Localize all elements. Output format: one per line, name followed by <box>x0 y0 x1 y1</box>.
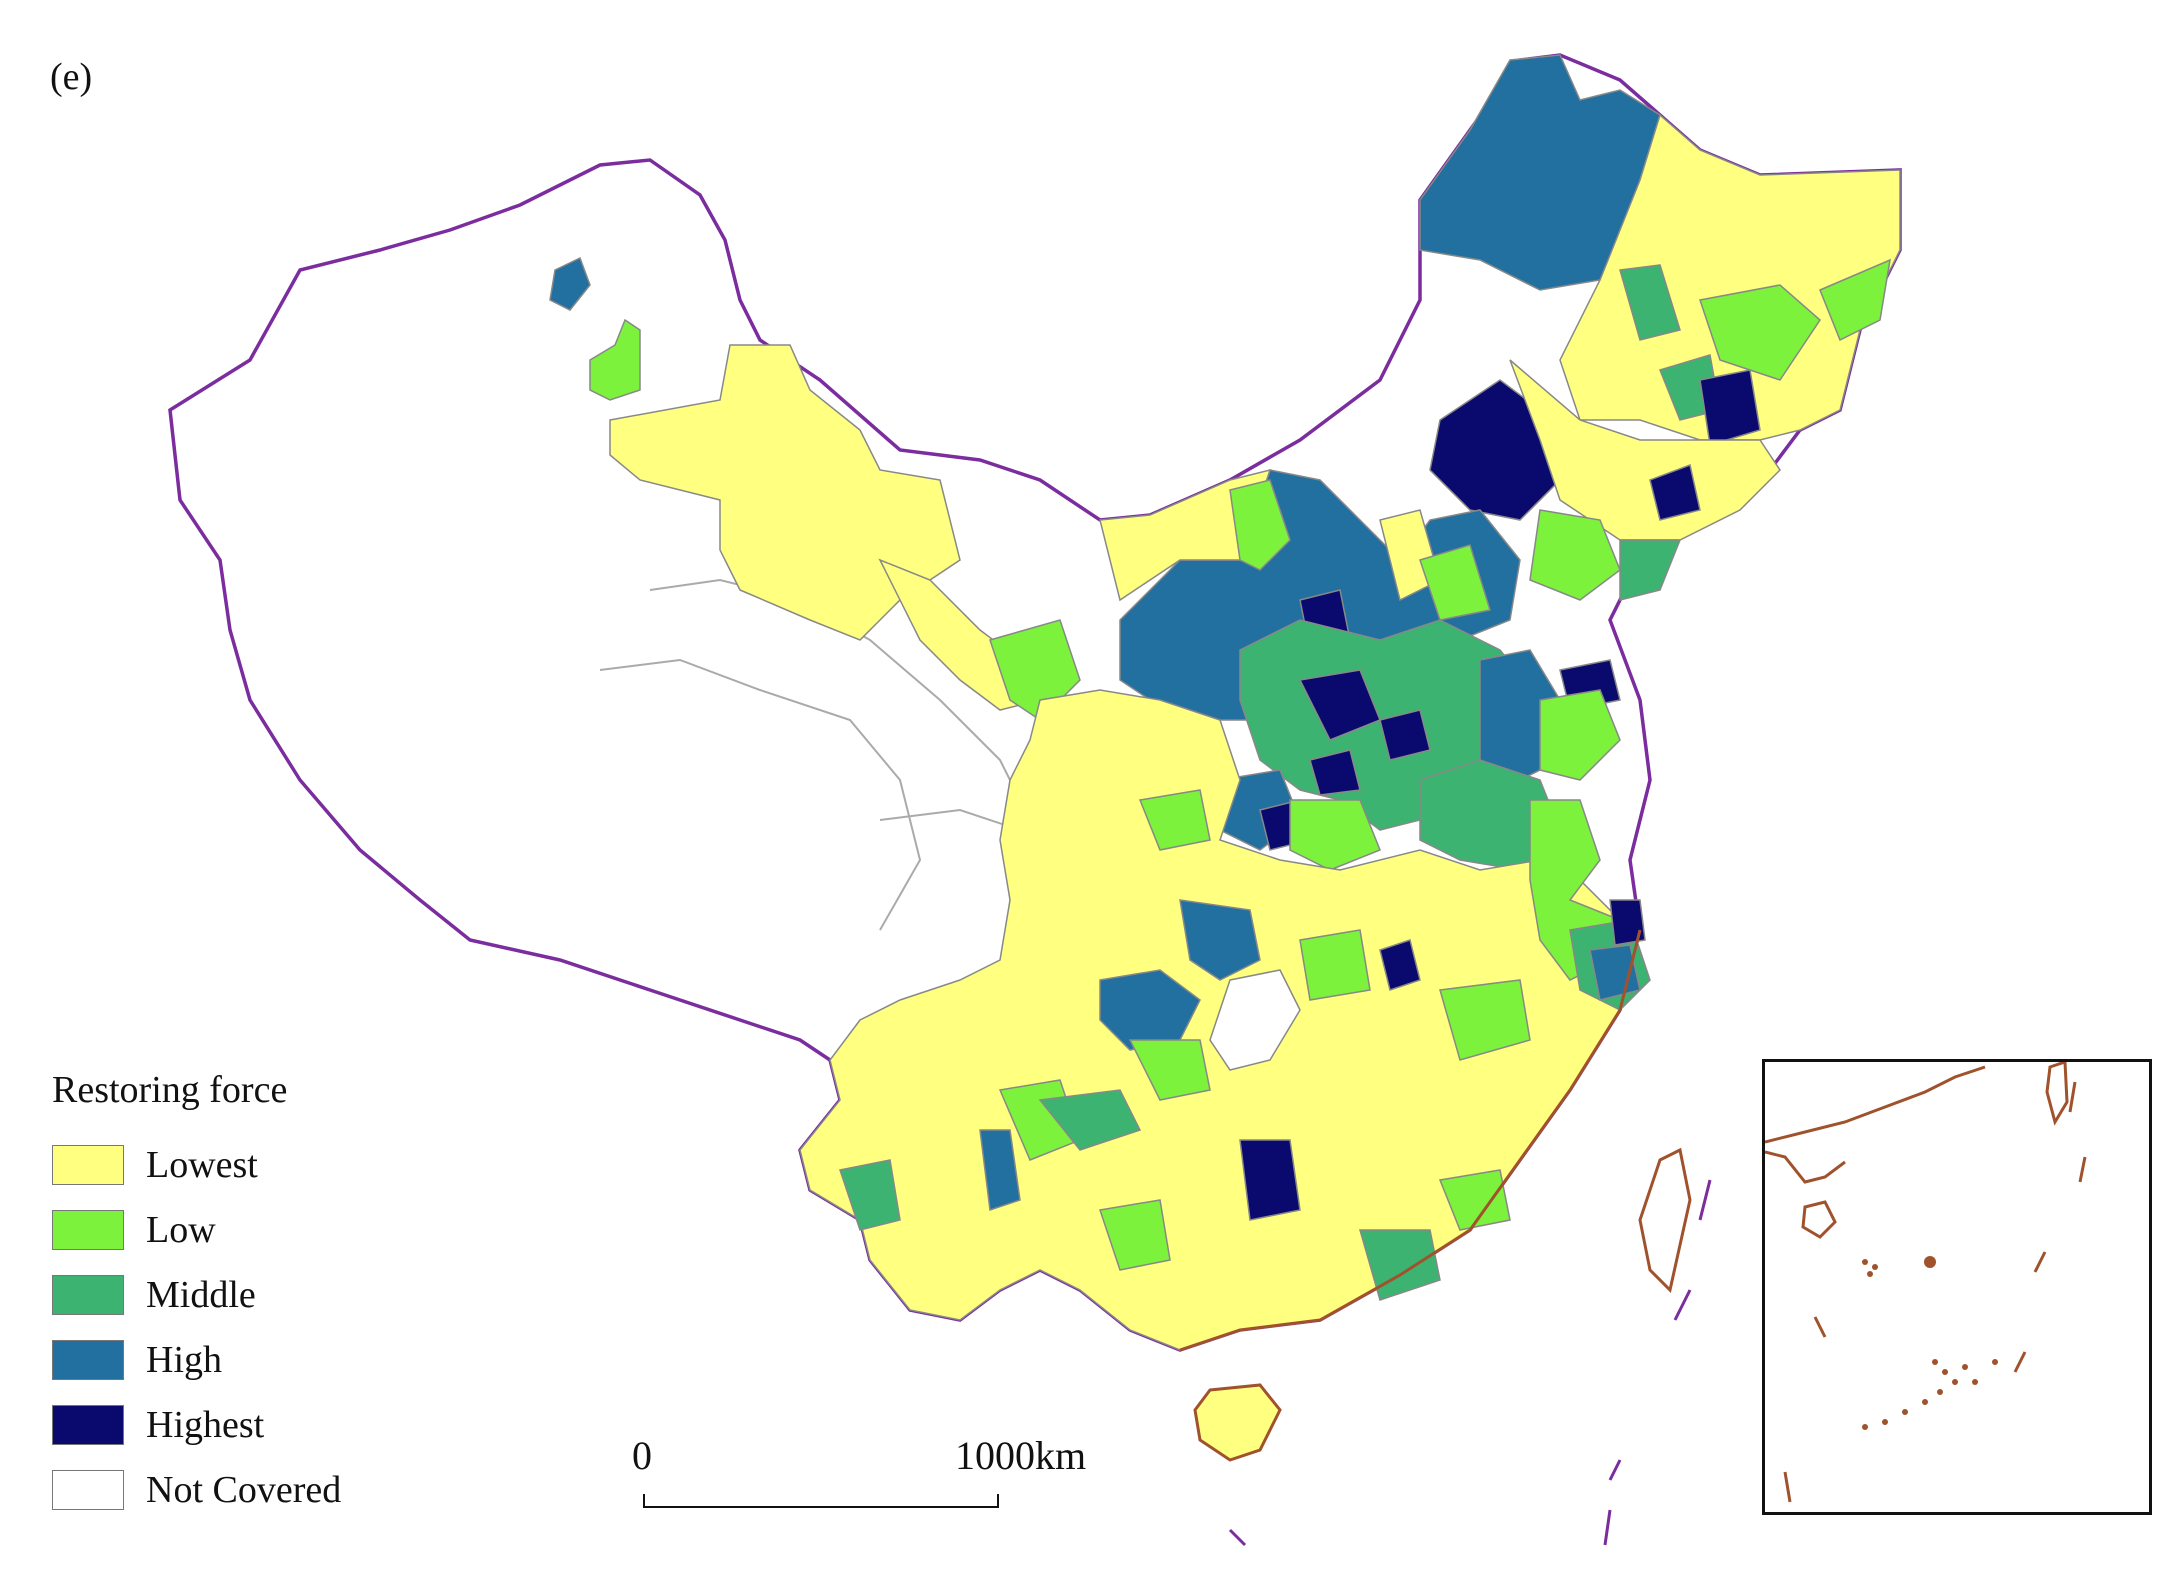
inset-hainan <box>1801 1200 1837 1239</box>
region-highest <box>1609 899 1646 946</box>
region-highest <box>1379 709 1431 761</box>
region-not-covered <box>1209 969 1301 1071</box>
legend-item-not-covered: Not Covered <box>52 1457 341 1522</box>
maritime-dash <box>1228 1179 1712 1547</box>
inset-taiwan <box>2045 1059 2069 1126</box>
inset-islands <box>1862 1256 1998 1430</box>
region-middle <box>1359 1229 1441 1301</box>
region-low <box>1439 979 1531 1061</box>
legend-label: Lowest <box>146 1143 258 1186</box>
region-high <box>1179 899 1261 981</box>
region-highest <box>1699 369 1761 446</box>
region-lowest <box>1559 113 1901 441</box>
scale-end-label: 1000km <box>955 1432 1086 1479</box>
region-high <box>549 256 591 311</box>
region-low <box>1438 1169 1511 1231</box>
scale-line <box>643 1494 999 1508</box>
inset-map <box>1764 1059 2087 1503</box>
legend-label: Highest <box>146 1403 265 1446</box>
inset-coastline <box>1764 1065 1986 1184</box>
region-low <box>1229 479 1291 571</box>
legend-title: Restoring force <box>52 1069 288 1111</box>
legend-item-low: Low <box>52 1197 341 1262</box>
coastline <box>1179 929 1642 1352</box>
legend-label: Middle <box>146 1273 256 1316</box>
legend-swatch <box>52 1404 124 1445</box>
legend-swatch <box>52 1339 124 1380</box>
legend-item-high: High <box>52 1327 341 1392</box>
legend-label: High <box>146 1338 222 1381</box>
legend-label: Not Covered <box>146 1468 342 1511</box>
region-low <box>1138 789 1211 851</box>
region-low <box>1128 1039 1211 1101</box>
region-high <box>1589 944 1641 1001</box>
region-low <box>1819 258 1891 342</box>
legend-item-middle: Middle <box>52 1262 341 1327</box>
region-high <box>979 1129 1021 1212</box>
legend-item-highest: Highest <box>52 1392 341 1457</box>
taiwan-island <box>1638 1147 1692 1293</box>
scale-unit: km <box>1035 1433 1087 1478</box>
legend-swatch <box>52 1144 124 1185</box>
region-low <box>1699 284 1821 381</box>
legend-label: Low <box>146 1208 216 1251</box>
region-middle <box>839 1159 901 1231</box>
region-low <box>1419 544 1491 621</box>
region-low <box>1539 689 1621 781</box>
scale-bar: 0 1000km <box>632 1432 1086 1512</box>
hainan-island <box>1193 1383 1282 1462</box>
panel-label: (e) <box>50 56 93 98</box>
scale-start-label: 0 <box>632 1433 652 1478</box>
inset-dashes <box>1783 1081 2087 1503</box>
scale-end-value: 1000 <box>955 1433 1035 1478</box>
region-highest <box>1239 1139 1301 1221</box>
south-china-sea-inset <box>1762 1059 2152 1515</box>
legend-swatch <box>52 1469 124 1510</box>
legend: Restoring force Lowest Low Middle High H… <box>52 1068 341 1522</box>
region-middle <box>1038 1089 1142 1151</box>
region-middle <box>1619 264 1681 341</box>
region-low <box>1289 799 1381 871</box>
region-low <box>1529 509 1621 601</box>
region-lowest <box>1509 359 1781 541</box>
legend-item-lowest: Lowest <box>52 1132 341 1197</box>
region-low <box>1099 1199 1171 1271</box>
region-highest <box>1379 939 1421 991</box>
region-highest <box>1309 749 1361 796</box>
region-low <box>1299 929 1371 1001</box>
region-highest <box>1429 379 1561 521</box>
region-highest <box>1649 463 1701 521</box>
legend-swatch <box>52 1274 124 1315</box>
region-low <box>589 318 641 401</box>
region-middle <box>1619 539 1682 601</box>
legend-swatch <box>52 1209 124 1250</box>
